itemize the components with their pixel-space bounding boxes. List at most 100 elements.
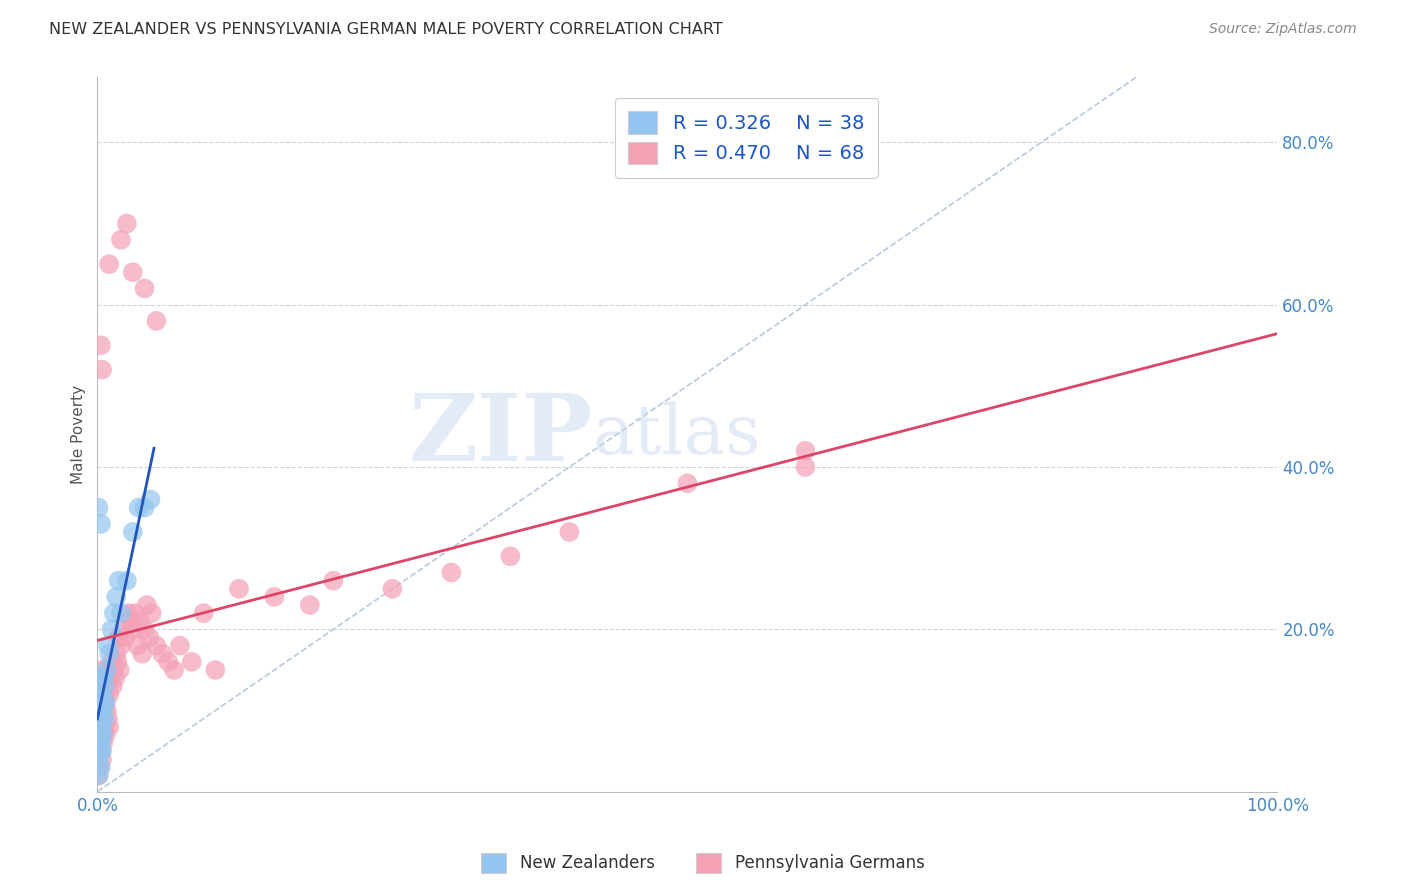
Point — [117, 606, 139, 620]
Point — [89, 687, 111, 701]
Point — [103, 606, 125, 620]
Point — [91, 736, 114, 750]
Point — [87, 720, 110, 734]
Point — [298, 598, 321, 612]
Point — [93, 679, 115, 693]
Legend: New Zealanders, Pennsylvania Germans: New Zealanders, Pennsylvania Germans — [475, 847, 931, 880]
Point — [91, 752, 114, 766]
Point — [108, 663, 131, 677]
Point — [105, 590, 128, 604]
Point — [91, 695, 114, 709]
Point — [110, 606, 132, 620]
Point — [794, 443, 817, 458]
Point — [96, 704, 118, 718]
Point — [91, 671, 114, 685]
Point — [110, 639, 132, 653]
Point — [169, 639, 191, 653]
Point — [91, 362, 114, 376]
Point — [101, 679, 124, 693]
Point — [90, 338, 112, 352]
Point — [91, 679, 114, 693]
Text: atlas: atlas — [593, 401, 762, 467]
Point — [128, 614, 150, 628]
Point — [263, 590, 285, 604]
Point — [98, 257, 121, 271]
Point — [499, 549, 522, 564]
Point — [90, 760, 112, 774]
Point — [107, 574, 129, 588]
Point — [89, 712, 111, 726]
Point — [204, 663, 226, 677]
Point — [105, 647, 128, 661]
Point — [100, 655, 122, 669]
Point — [127, 639, 149, 653]
Point — [180, 655, 202, 669]
Point — [141, 606, 163, 620]
Point — [89, 760, 111, 774]
Point — [98, 647, 121, 661]
Point — [89, 728, 111, 742]
Point — [90, 720, 112, 734]
Point — [94, 728, 117, 742]
Point — [91, 704, 114, 718]
Point — [107, 631, 129, 645]
Point — [163, 663, 186, 677]
Point — [121, 623, 143, 637]
Point — [96, 671, 118, 685]
Point — [90, 687, 112, 701]
Point — [98, 720, 121, 734]
Point — [90, 516, 112, 531]
Point — [89, 736, 111, 750]
Text: ZIP: ZIP — [409, 390, 593, 480]
Point — [676, 476, 699, 491]
Point — [87, 736, 110, 750]
Point — [115, 574, 138, 588]
Point — [145, 314, 167, 328]
Point — [114, 631, 136, 645]
Point — [97, 712, 120, 726]
Point — [794, 460, 817, 475]
Point — [90, 720, 112, 734]
Point — [96, 663, 118, 677]
Point — [150, 647, 173, 661]
Point — [193, 606, 215, 620]
Point — [89, 671, 111, 685]
Point — [91, 728, 114, 742]
Point — [135, 598, 157, 612]
Point — [97, 639, 120, 653]
Point — [98, 671, 121, 685]
Point — [91, 712, 114, 726]
Y-axis label: Male Poverty: Male Poverty — [72, 385, 86, 484]
Legend: R = 0.326    N = 38, R = 0.470    N = 68: R = 0.326 N = 38, R = 0.470 N = 68 — [614, 98, 877, 178]
Point — [87, 704, 110, 718]
Point — [124, 606, 146, 620]
Point — [128, 500, 150, 515]
Point — [440, 566, 463, 580]
Point — [90, 695, 112, 709]
Point — [87, 752, 110, 766]
Point — [98, 687, 121, 701]
Point — [104, 671, 127, 685]
Point — [121, 524, 143, 539]
Point — [134, 500, 156, 515]
Point — [87, 768, 110, 782]
Point — [121, 265, 143, 279]
Point — [87, 768, 110, 782]
Point — [112, 623, 135, 637]
Point — [90, 736, 112, 750]
Point — [89, 704, 111, 718]
Point — [93, 712, 115, 726]
Point — [134, 281, 156, 295]
Point — [90, 663, 112, 677]
Point — [110, 233, 132, 247]
Point — [87, 500, 110, 515]
Point — [134, 623, 156, 637]
Point — [131, 647, 153, 661]
Point — [93, 720, 115, 734]
Point — [91, 744, 114, 758]
Point — [145, 639, 167, 653]
Point — [87, 720, 110, 734]
Point — [89, 744, 111, 758]
Point — [138, 631, 160, 645]
Point — [94, 695, 117, 709]
